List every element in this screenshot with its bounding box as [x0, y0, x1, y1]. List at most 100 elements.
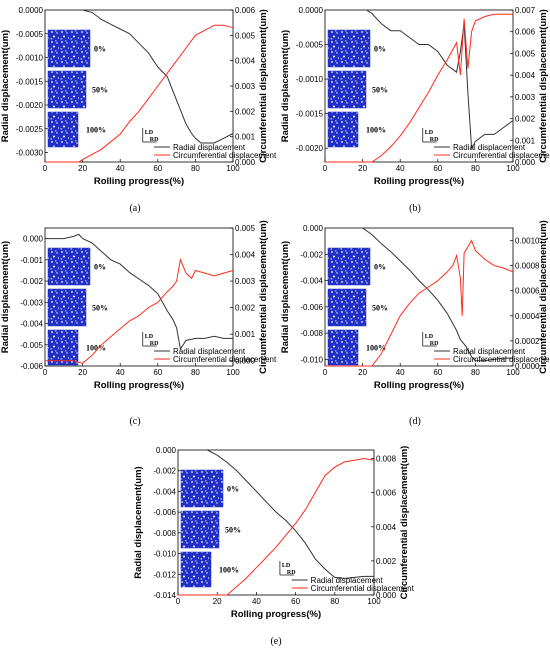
chart-panel-4: 0 20 40 60 80 100 0.000 -0.002 -0.004 -0.006 -0.00… [280, 220, 550, 427]
microstructure-image [47, 288, 87, 327]
y-axis-label: Radial displacement(um) [280, 241, 291, 353]
x-axis-label: Rolling progress(%) [94, 176, 184, 187]
y-tick-label: -0.001 [20, 256, 43, 265]
y2-tick-label: 0.0008 [515, 262, 540, 271]
y-tick-label: -0.0025 [16, 125, 44, 134]
x-tick-label: 40 [396, 164, 405, 173]
radial-series-line [45, 9, 234, 144]
microstructure-image [327, 70, 367, 109]
y-tick-label: -0.014 [153, 591, 176, 600]
x-tick-label: 40 [396, 368, 405, 377]
microstructure-image [180, 510, 220, 549]
microstructure-label: 50% [92, 86, 108, 95]
y2-axis-label: Circumferential displacement(um) [258, 220, 269, 374]
microstructure-label: 100% [366, 344, 386, 353]
x-axis-label: Rolling progress(%) [374, 380, 464, 391]
y-tick-label: -0.0005 [16, 30, 44, 39]
x-tick-label: 60 [433, 368, 442, 377]
radial-series-line [325, 9, 514, 150]
y2-tick-label: 0.005 [515, 49, 536, 58]
y-tick-label: 0.000 [23, 235, 44, 244]
x-tick-label: 60 [153, 164, 162, 173]
microstructure-label: 0% [94, 263, 106, 272]
y2-tick-label: 0.000 [235, 357, 256, 366]
circumferential-series-line [45, 258, 234, 364]
y2-tick-label: 0.001 [235, 133, 256, 142]
legend-entry: Circumferential displacement [173, 355, 277, 364]
y2-axis-label: Circumferential displacement(um) [538, 9, 549, 163]
panel-caption: (d) [409, 416, 421, 427]
x-tick-label: 20 [213, 597, 222, 606]
microstructure-label: 0% [227, 485, 239, 494]
x-tick-label: 0 [176, 597, 181, 606]
y2-tick-label: 0.003 [235, 277, 256, 286]
legend-entry: Radial displacement [173, 143, 246, 152]
x-tick-label: 80 [191, 368, 200, 377]
y-tick-label: -0.004 [300, 277, 323, 286]
rd-label: RD [430, 137, 439, 143]
microstructure-label: 100% [86, 126, 106, 135]
microstructure-label: 50% [372, 304, 388, 313]
y2-tick-label: 0.000 [376, 591, 397, 600]
legend-entry: Radial displacement [311, 576, 384, 585]
microstructure-label: 0% [374, 263, 386, 272]
y2-tick-label: 0.000 [235, 158, 256, 167]
x-axis-label: Rolling progress(%) [94, 380, 184, 391]
microstructure-label: 100% [219, 566, 239, 575]
x-axis-label: Rolling progress(%) [374, 176, 464, 187]
x-tick-label: 20 [358, 164, 367, 173]
x-tick-label: 100 [226, 164, 240, 173]
ld-label: LD [145, 334, 154, 340]
y-tick-label: -0.0015 [16, 77, 44, 86]
y2-tick-label: 0.003 [235, 82, 256, 91]
x-tick-label: 80 [471, 164, 480, 173]
y-axis-label: Radial displacement(um) [280, 30, 291, 142]
y2-tick-label: 0.004 [235, 57, 256, 66]
x-axis-label: Rolling progress(%) [231, 609, 321, 620]
y2-tick-label: 0.004 [515, 71, 536, 80]
x-tick-label: 40 [116, 164, 125, 173]
x-tick-label: 80 [471, 368, 480, 377]
panel-caption: (e) [270, 636, 281, 647]
y-tick-label: -0.002 [153, 467, 176, 476]
y-tick-label: 0.0000 [299, 6, 324, 15]
x-tick-label: 20 [78, 164, 87, 173]
legend-entry: Radial displacement [173, 347, 246, 356]
legend-entry: Radial displacement [453, 143, 526, 152]
x-tick-label: 100 [226, 368, 240, 377]
y2-axis-label: Circumferential displacement(um) [538, 220, 549, 374]
circumferential-series-line [325, 13, 513, 163]
x-tick-label: 80 [330, 597, 339, 606]
panel-caption: (c) [129, 416, 140, 427]
y2-tick-label: 0.002 [235, 304, 256, 313]
y2-tick-label: 0.006 [376, 489, 397, 498]
microstructure-image [47, 70, 87, 109]
microstructure-image [327, 29, 371, 68]
y-tick-label: 0.0000 [19, 6, 44, 15]
microstructure-image [47, 329, 79, 366]
x-tick-label: 100 [506, 164, 520, 173]
microstructure-image [180, 469, 224, 508]
microstructure-image [47, 247, 91, 286]
panel-caption: (b) [409, 203, 421, 214]
y-tick-label: -0.010 [153, 550, 176, 559]
y-tick-label: -0.002 [300, 250, 323, 259]
x-tick-label: 0 [323, 164, 328, 173]
rd-label: RD [150, 341, 159, 347]
y-axis-label: Radial displacement(um) [0, 241, 11, 353]
microstructure-label: 100% [366, 126, 386, 135]
y-tick-label: -0.0010 [296, 75, 324, 84]
y-tick-label: -0.002 [20, 277, 43, 286]
y2-tick-label: 0.001 [235, 330, 256, 339]
y2-tick-label: 0.003 [515, 93, 536, 102]
x-tick-label: 40 [252, 597, 261, 606]
circumferential-series-line [325, 239, 514, 367]
microstructure-label: 100% [86, 344, 106, 353]
chart-panel-5: 0 20 40 60 80 1000.000-0.002-0.004-0.006-0.00… [133, 446, 415, 647]
y-tick-label: -0.0010 [16, 54, 44, 63]
y2-tick-label: 0.002 [376, 557, 397, 566]
microstructure-image [47, 29, 91, 68]
y2-axis-label: Circumferential displacement(um) [399, 446, 410, 600]
plot-frame [324, 9, 514, 163]
chart-panel-1: 0 20 40 60 80 100 0.0000 -0.0005 -0.0010 -0.0015 -… [0, 6, 277, 214]
